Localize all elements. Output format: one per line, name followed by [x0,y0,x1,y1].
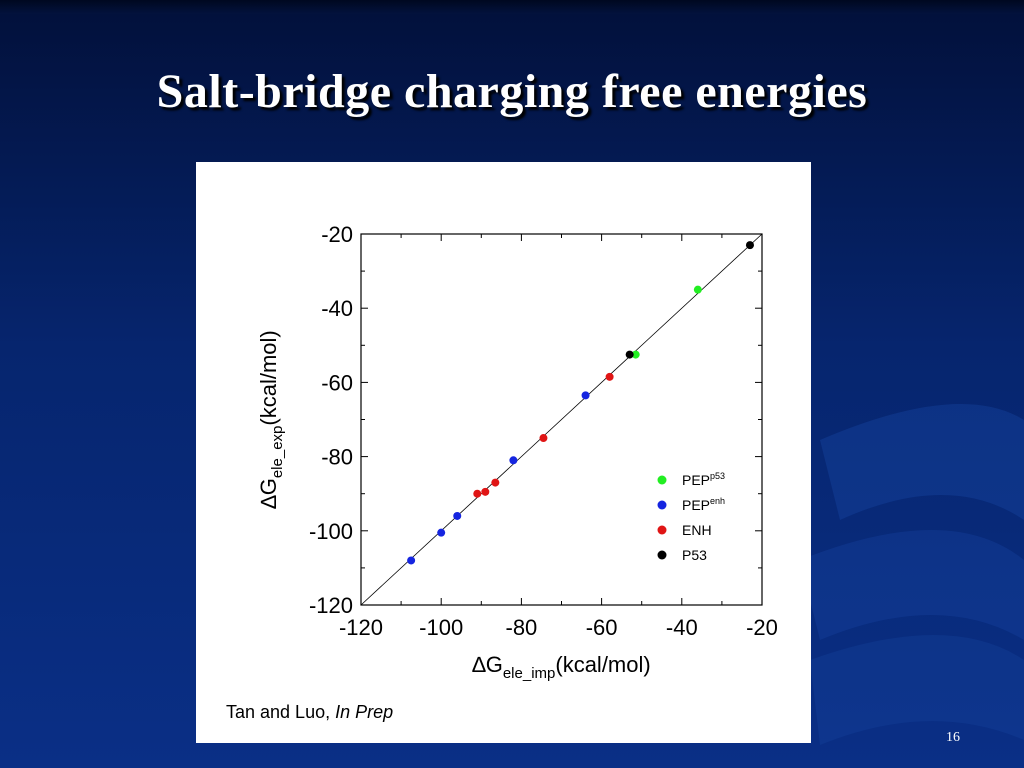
legend-marker [657,550,667,560]
slide-title: Salt-bridge charging free energies [156,65,868,118]
y-tick-label: -80 [321,445,353,470]
citation-authors: Tan and Luo, [226,702,331,722]
data-point [473,489,482,498]
data-point [481,487,490,496]
legend-marker [657,500,667,510]
y-tick-label: -100 [309,519,353,544]
data-point [453,511,462,520]
legend-label: P53 [682,547,707,563]
legend-marker [657,475,667,485]
x-tick-label: -80 [506,615,538,640]
legend-label: ENH [682,522,712,538]
x-tick-label: -100 [419,615,463,640]
x-tick-label: -20 [746,615,778,640]
data-point [509,456,518,465]
data-point [631,350,640,359]
legend-label: PEPp53 [682,471,725,488]
data-point [437,528,446,537]
y-tick-label: -120 [309,593,353,618]
diagonal-line [360,233,763,606]
y-tick-label: -40 [321,296,353,321]
legend-label: PEPenh [682,496,725,513]
legend-marker [657,525,667,535]
x-tick-label: -40 [666,615,698,640]
y-tick-label: -60 [321,370,353,395]
data-point [539,434,548,443]
y-tick-label: -20 [321,222,353,247]
figure-panel: -120 -100 -80 -60 -40 -20 -120 -100 -80 -60 -40 -20… [196,162,811,743]
data-point [491,478,500,487]
data-point [407,556,416,565]
data-point [625,350,634,359]
citation-status: In Prep [335,702,394,722]
data-point [581,391,590,400]
y-axis-title: ∆Gele_exp(kcal/mol) [256,330,286,508]
x-axis-title: ∆Gele_imp(kcal/mol) [472,652,650,682]
data-point [745,241,754,250]
scatter-plot: -120 -100 -80 -60 -40 -20 -120 -100 -80 -60 -40 -20… [256,222,778,682]
data-point [605,372,614,381]
x-tick-label: -120 [339,615,383,640]
data-point [693,285,702,294]
top-band [0,0,1024,14]
x-tick-label: -60 [586,615,618,640]
citation: Tan and Luo, In Prep [226,702,393,723]
slide-number: 16 [946,730,960,745]
